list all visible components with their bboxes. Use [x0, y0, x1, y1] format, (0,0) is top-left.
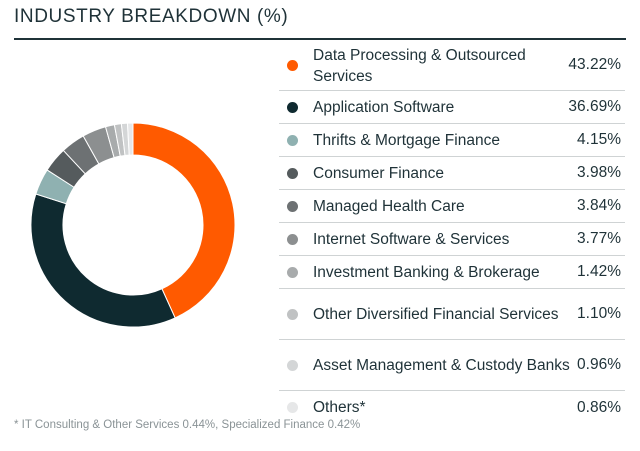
legend-label: Application Software: [313, 98, 455, 116]
legend-value: 3.98%: [577, 164, 621, 181]
legend-value: 1.42%: [577, 263, 621, 280]
legend-swatch: [287, 167, 298, 179]
legend-item: Internet Software & Services 3.77%: [279, 223, 625, 256]
legend-label: Consumer Finance: [313, 164, 444, 182]
legend-swatch: [287, 59, 298, 71]
title-divider: [14, 38, 626, 40]
legend-item: Data Processing & Outsourced Services 43…: [279, 40, 625, 91]
legend-label: Others*: [313, 399, 366, 416]
legend-swatch: [287, 402, 298, 413]
legend-item: Application Software 36.69%: [279, 91, 625, 124]
legend-swatch: [287, 101, 298, 113]
legend-value: 0.96%: [577, 356, 621, 373]
legend-item: Managed Health Care 3.84%: [279, 190, 625, 223]
legend-swatch: [287, 359, 298, 371]
legend-label: Internet Software & Services: [313, 230, 510, 248]
legend-value: 36.69%: [568, 98, 621, 115]
donut-slice: [126, 122, 134, 156]
legend-swatch: [287, 233, 298, 245]
legend-label: Other Diversified Financial Services: [313, 306, 559, 323]
donut-slice: [132, 122, 236, 319]
legend-item: Consumer Finance 3.98%: [279, 157, 625, 190]
legend-value: 0.86%: [577, 398, 621, 416]
legend: Data Processing & Outsourced Services 43…: [279, 40, 625, 424]
legend-value: 1.10%: [577, 305, 621, 322]
donut-chart: [30, 122, 236, 328]
donut-slice: [30, 193, 176, 328]
legend-label: Asset Management & Custody Banks: [313, 357, 570, 374]
legend-value: 4.15%: [577, 131, 621, 148]
legend-label: Thrifts & Mortgage Finance: [313, 131, 500, 149]
chart-title: INDUSTRY BREAKDOWN (%): [14, 6, 289, 27]
legend-item: Thrifts & Mortgage Finance 4.15%: [279, 124, 625, 157]
legend-value: 43.22%: [568, 56, 621, 73]
legend-label: Data Processing & Outsourced Services: [313, 46, 526, 85]
legend-value: 3.77%: [577, 230, 621, 247]
footnote: * IT Consulting & Other Services 0.44%, …: [14, 419, 361, 431]
legend-label: Managed Health Care: [313, 197, 465, 215]
legend-label: Investment Banking & Brokerage: [313, 263, 540, 281]
legend-value: 3.84%: [577, 197, 621, 214]
legend-item: Investment Banking & Brokerage 1.42%: [279, 256, 625, 289]
legend-item: Asset Management & Custody Banks 0.96%: [279, 340, 625, 391]
legend-swatch: [287, 134, 298, 146]
legend-item: Other Diversified Financial Services 1.1…: [279, 289, 625, 340]
legend-swatch: [287, 308, 298, 320]
legend-swatch: [287, 266, 298, 278]
legend-swatch: [287, 200, 298, 212]
legend-item: Others* 0.86%: [279, 391, 625, 424]
